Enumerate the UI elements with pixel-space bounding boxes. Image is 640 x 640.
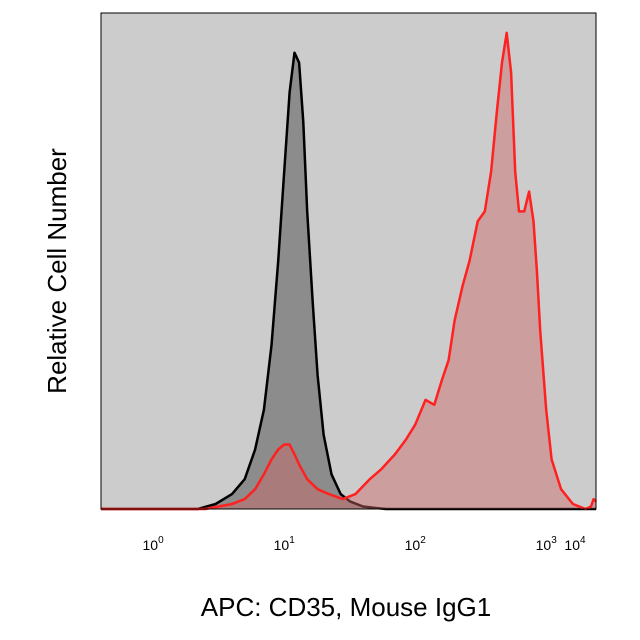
series-1-line [101,51,596,511]
x-tick-label: 103 [536,535,558,553]
plot-frame [100,12,597,510]
x-tick-label: 102 [405,535,427,553]
x-tick-labels: 100 101 102 103 104 [143,535,586,553]
x-axis-title: APC: CD35, Mouse IgG1 [201,592,491,622]
series-layer [101,31,597,511]
series-2-line [101,31,597,511]
x-tick-label: 104 [564,535,586,553]
y-axis-title: Relative Cell Number [42,148,72,394]
x-tick-label: 101 [274,535,296,553]
plot-background [101,13,596,509]
x-tick-label: 100 [143,535,165,553]
series-2-fill [101,32,596,510]
